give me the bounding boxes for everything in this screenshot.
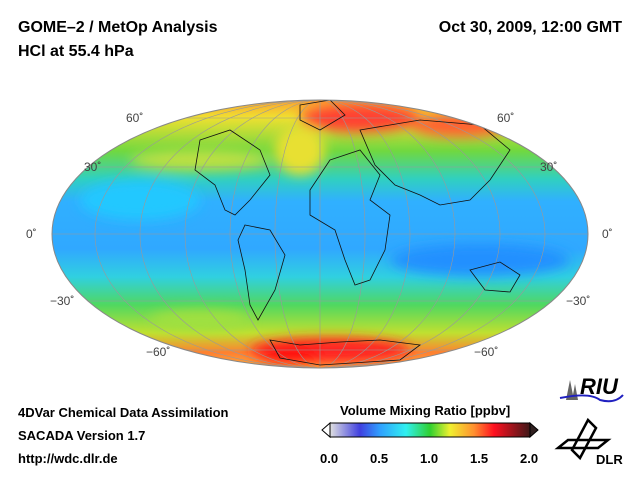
lat-label-30s-right: −30˚ xyxy=(566,294,591,308)
coastlines xyxy=(194,100,521,366)
colorbar-gradient xyxy=(329,422,531,438)
colorbar-title: Volume Mixing Ratio [ppbv] xyxy=(340,403,511,418)
colorbar-tick-3: 1.5 xyxy=(470,451,489,466)
globe-outline xyxy=(51,99,589,369)
footer-line-2: SACADA Version 1.7 xyxy=(18,428,146,443)
dlr-logo xyxy=(554,417,612,461)
lat-label-30n-left: 30˚ xyxy=(84,160,102,174)
riu-logo xyxy=(559,380,624,403)
lat-label-60n-right: 60˚ xyxy=(497,111,515,125)
figure-title: GOME–2 / MetOp Analysis xyxy=(18,19,218,36)
riu-logo-text: RIU xyxy=(580,374,618,399)
colorbar-tick-2: 1.0 xyxy=(420,451,439,466)
colorbar-under-arrow xyxy=(321,421,331,439)
lat-label-60s-right: −60˚ xyxy=(474,345,499,359)
colorbar-tick-0: 0.0 xyxy=(320,451,339,466)
data-field xyxy=(52,100,588,368)
lat-label-0-left: 0˚ xyxy=(26,227,37,241)
lat-label-0-right: 0˚ xyxy=(602,227,613,241)
colorbar-tick-1: 0.5 xyxy=(370,451,389,466)
footer-line-1: 4DVar Chemical Data Assimilation xyxy=(18,405,229,420)
graticule xyxy=(52,100,588,368)
footer-link[interactable]: http://wdc.dlr.de xyxy=(18,451,118,466)
lat-label-30n-right: 30˚ xyxy=(540,160,558,174)
dlr-logo-text: DLR xyxy=(596,452,623,467)
colorbar xyxy=(321,421,539,439)
lat-label-60n-left: 60˚ xyxy=(126,111,144,125)
colorbar-over-arrow xyxy=(529,421,539,439)
lat-label-60s-left: −60˚ xyxy=(146,345,171,359)
datetime: Oct 30, 2009, 12:00 GMT xyxy=(438,19,622,36)
colorbar-tick-4: 2.0 xyxy=(520,451,539,466)
figure-subtitle: HCl at 55.4 hPa xyxy=(18,43,134,60)
lat-label-30s-left: −30˚ xyxy=(50,294,75,308)
